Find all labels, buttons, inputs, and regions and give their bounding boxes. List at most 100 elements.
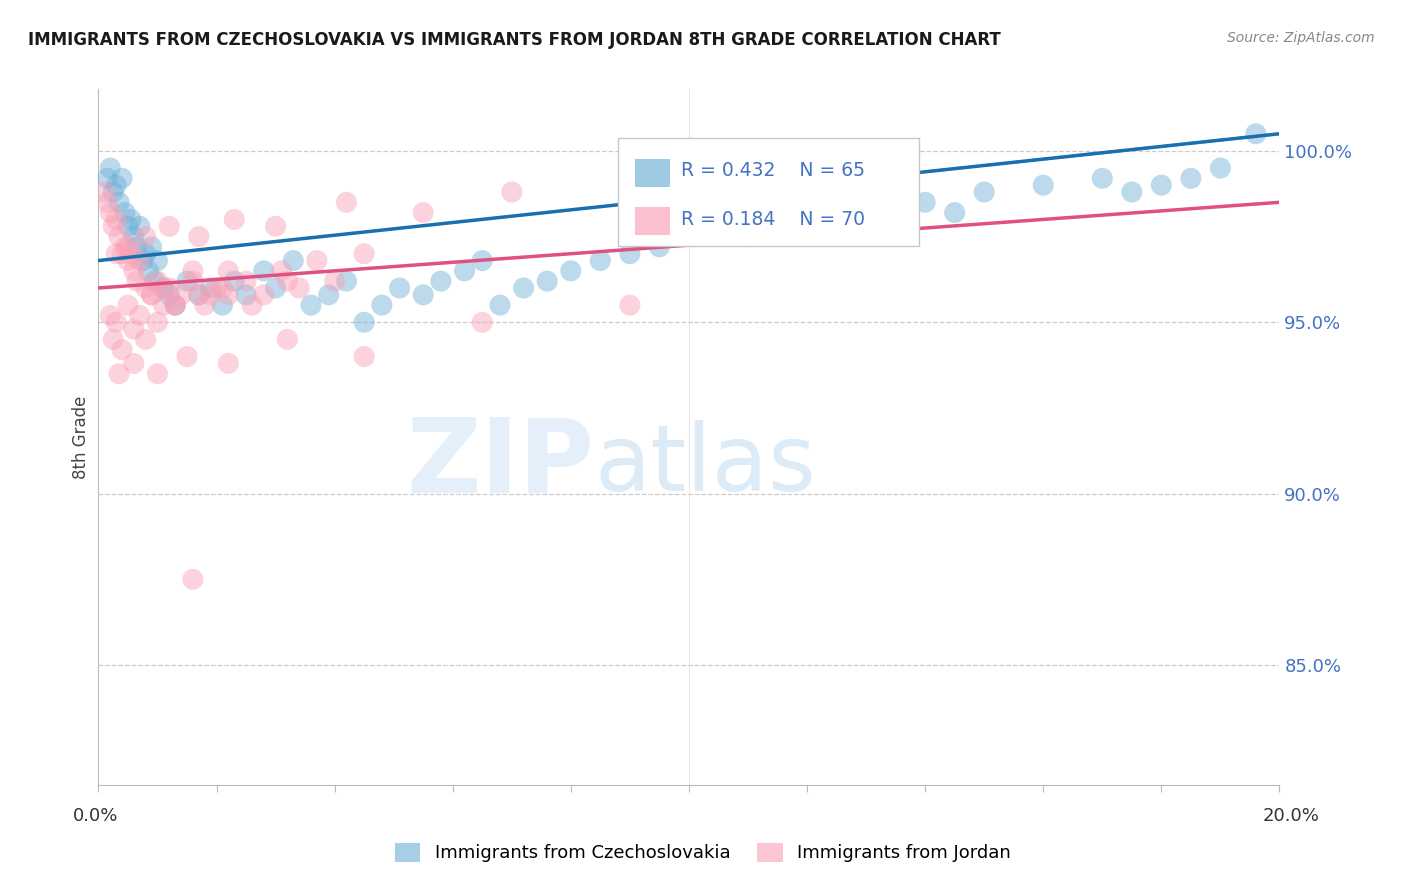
Point [176, 350, 198, 364]
Point [1209, 161, 1232, 175]
Point [796, 212, 818, 227]
Point [217, 264, 239, 278]
Point [103, 219, 125, 234]
Point [108, 367, 131, 381]
Point [288, 281, 311, 295]
Point [146, 315, 169, 329]
Point [299, 298, 322, 312]
Point [430, 274, 453, 288]
Point [335, 274, 357, 288]
Point [125, 240, 148, 254]
Point [211, 298, 233, 312]
Point [412, 288, 434, 302]
Point [1032, 178, 1054, 193]
Point [98, 161, 121, 175]
FancyBboxPatch shape [634, 207, 671, 235]
Point [132, 253, 155, 268]
Point [98, 205, 121, 219]
Point [111, 343, 134, 357]
Point [489, 298, 512, 312]
Point [825, 219, 848, 234]
Point [1180, 171, 1202, 186]
Point [120, 246, 142, 260]
Point [1091, 171, 1114, 186]
Point [146, 274, 169, 288]
Point [135, 229, 157, 244]
FancyBboxPatch shape [634, 160, 671, 187]
Point [141, 240, 163, 254]
Legend: Immigrants from Czechoslovakia, Immigrants from Jordan: Immigrants from Czechoslovakia, Immigran… [388, 836, 1018, 870]
Point [114, 205, 136, 219]
Point [135, 246, 157, 260]
Point [335, 195, 357, 210]
Point [96, 171, 118, 186]
Point [276, 274, 298, 288]
Point [453, 264, 475, 278]
Point [165, 298, 187, 312]
Point [135, 332, 157, 346]
Point [914, 195, 936, 210]
Text: 20.0%: 20.0% [1263, 807, 1319, 825]
Point [194, 298, 217, 312]
Point [122, 356, 145, 370]
Point [157, 288, 180, 302]
Point [619, 246, 641, 260]
Point [253, 264, 276, 278]
Point [176, 274, 198, 288]
Point [276, 332, 298, 346]
Point [135, 281, 157, 295]
Point [270, 264, 292, 278]
Point [388, 281, 411, 295]
Point [264, 281, 287, 295]
Text: ZIP: ZIP [406, 415, 595, 516]
Point [353, 246, 375, 260]
Point [146, 367, 169, 381]
Point [187, 229, 209, 244]
Point [141, 288, 163, 302]
Point [943, 205, 966, 219]
Point [117, 240, 139, 254]
Point [766, 219, 789, 234]
Point [211, 281, 233, 295]
Point [125, 274, 148, 288]
Point [200, 288, 222, 302]
Point [187, 288, 209, 302]
Text: R = 0.432    N = 65: R = 0.432 N = 65 [681, 161, 865, 180]
Point [105, 212, 128, 227]
Point [103, 332, 125, 346]
Point [371, 298, 394, 312]
Point [152, 281, 174, 295]
Point [138, 264, 160, 278]
Text: atlas: atlas [595, 420, 817, 510]
Point [187, 288, 209, 302]
Point [181, 572, 204, 586]
Point [128, 219, 150, 234]
Point [122, 322, 145, 336]
Point [157, 281, 180, 295]
Point [105, 315, 128, 329]
Point [105, 178, 128, 193]
Point [264, 219, 287, 234]
Point [108, 195, 131, 210]
Text: R = 0.184    N = 70: R = 0.184 N = 70 [681, 210, 865, 229]
Point [98, 309, 121, 323]
Point [648, 240, 671, 254]
Point [283, 253, 305, 268]
Point [240, 298, 263, 312]
Point [165, 298, 187, 312]
Point [1244, 127, 1267, 141]
Point [122, 264, 145, 278]
Point [217, 356, 239, 370]
Point [96, 195, 118, 210]
Point [973, 185, 995, 199]
Point [181, 274, 204, 288]
Point [1150, 178, 1173, 193]
Point [120, 212, 142, 227]
Point [105, 246, 128, 260]
Point [143, 274, 166, 288]
Point [884, 212, 907, 227]
Point [678, 229, 700, 244]
Point [353, 350, 375, 364]
Text: IMMIGRANTS FROM CZECHOSLOVAKIA VS IMMIGRANTS FROM JORDAN 8TH GRADE CORRELATION C: IMMIGRANTS FROM CZECHOSLOVAKIA VS IMMIGR… [28, 31, 1001, 49]
Point [224, 212, 246, 227]
